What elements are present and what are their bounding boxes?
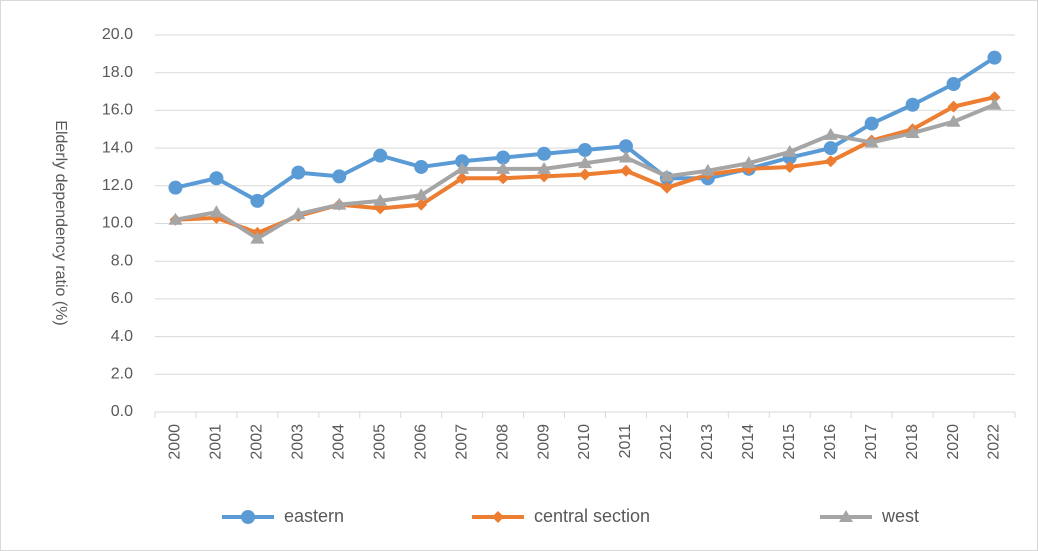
point [618,150,633,163]
point [618,139,633,154]
point [332,197,347,210]
legend-label: west [881,506,919,526]
x-tick-label: 2016 [822,424,839,460]
point [659,169,674,182]
point [492,511,504,523]
x-tick-label: 2004 [331,424,348,460]
y-tick-label: 10.0 [102,215,133,232]
point [456,172,469,185]
point [864,135,879,148]
point [496,150,511,165]
x-tick-label: 2014 [740,424,757,460]
point [241,510,255,524]
point [660,181,673,194]
point [988,91,1001,104]
x-tick-label: 2001 [208,424,225,460]
x-tick-label: 2003 [290,424,307,460]
x-tick-label: 2005 [371,424,388,460]
y-axis-label: Elderly dependency ratio (%) [52,120,69,325]
x-tick-label: 2017 [863,424,880,460]
point [987,97,1002,110]
point [700,163,715,176]
y-tick-label: 6.0 [111,290,133,307]
point [291,165,306,180]
point [579,168,591,181]
x-tick-label: 2011 [617,424,634,459]
point [824,155,837,168]
point [578,156,592,169]
point [741,156,756,169]
point [373,193,388,206]
point [291,207,306,220]
y-tick-label: 4.0 [111,328,133,345]
point [209,171,224,186]
point [332,169,347,184]
point [905,97,920,112]
point [414,188,429,201]
point [455,154,470,169]
x-tick-label: 2006 [412,424,429,460]
point [987,50,1002,65]
legend-label: central section [534,506,650,526]
y-tick-label: 8.0 [111,252,133,269]
y-tick-label: 0.0 [111,403,133,420]
point [578,142,592,157]
y-tick-label: 14.0 [102,139,133,156]
x-tick-label: 2009 [535,424,552,460]
x-tick-label: 2000 [167,424,184,460]
x-tick-label: 2018 [904,424,921,460]
point [947,100,960,113]
point [497,172,510,185]
point [415,198,428,211]
y-tick-label: 2.0 [111,366,133,383]
point [946,114,961,127]
point [839,510,853,522]
legend-label: eastern [284,506,344,526]
point [168,212,183,225]
point [864,116,879,131]
point [946,77,961,92]
x-tick-label: 2008 [494,424,511,460]
point [823,127,838,140]
point [168,180,183,195]
x-tick-label: 2002 [249,424,266,460]
point [373,148,388,163]
point [619,164,632,177]
point [782,144,797,157]
point [783,160,796,173]
x-tick-label: 2013 [699,424,716,460]
point [537,161,552,174]
point [455,161,470,174]
y-tick-label: 12.0 [102,177,133,194]
x-tick-label: 2022 [986,424,1003,460]
point [537,146,552,161]
y-tick-label: 20.0 [102,26,133,43]
point [905,126,920,139]
x-tick-label: 2015 [781,424,798,460]
point [209,205,224,218]
y-tick-label: 18.0 [102,64,133,81]
point [250,231,265,244]
point [823,141,838,156]
x-tick-label: 2012 [658,424,675,460]
x-tick-label: 2010 [576,424,593,460]
point [250,193,265,208]
point [496,161,511,174]
y-tick-label: 16.0 [102,102,133,119]
x-tick-label: 2020 [945,424,962,460]
x-tick-label: 2007 [453,424,470,460]
point [414,159,429,174]
